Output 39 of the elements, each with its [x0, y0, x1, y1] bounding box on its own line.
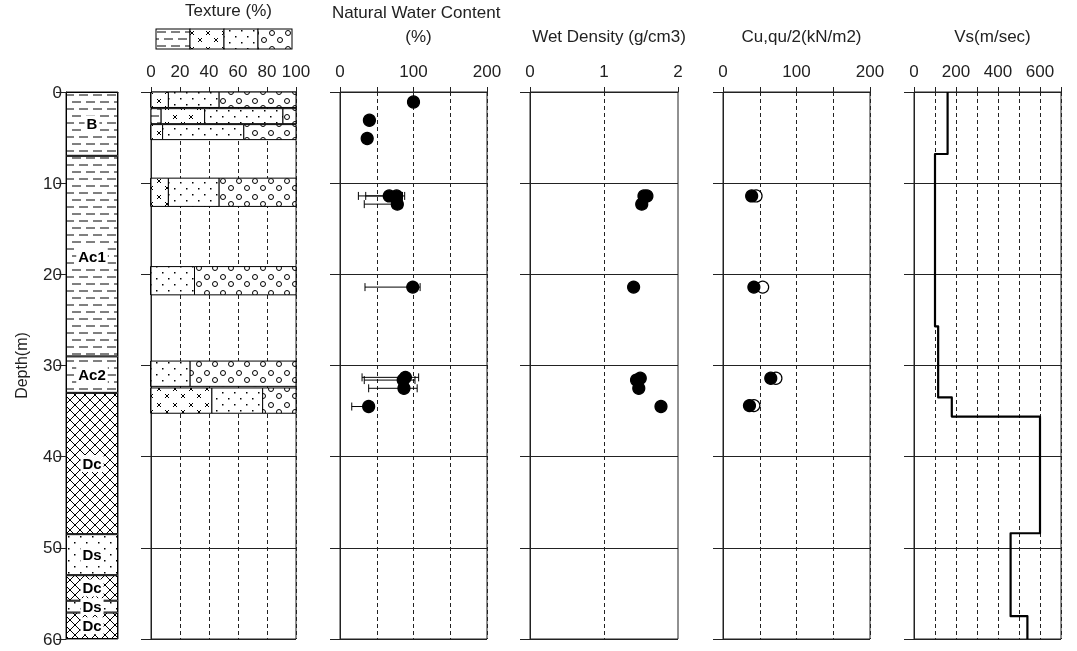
x-tick-label: 60: [228, 62, 248, 81]
series-label: Ds: [82, 598, 102, 616]
series-label: Ds: [82, 546, 102, 564]
x-tick-label: 400: [983, 62, 1013, 81]
x-tick-label: 200: [941, 62, 971, 81]
y-axis-title: Depth(m): [12, 332, 30, 399]
x-tick-label: 0: [335, 62, 345, 81]
series-label: Dc: [82, 579, 102, 597]
chart-title: Texture (%): [185, 0, 272, 20]
series-label: Dc: [82, 617, 102, 635]
y-tick-label: 10: [43, 173, 62, 193]
series-label: Dc: [82, 455, 102, 472]
x-tick-label: 100: [399, 62, 428, 81]
x-tick-label: 0: [525, 62, 535, 81]
chart-title: Wet Density (g/cm3): [532, 26, 686, 46]
series-label: B: [86, 115, 98, 133]
x-tick-label: 200: [855, 62, 885, 81]
y-tick-label: 50: [43, 538, 62, 558]
series-label: Ac2: [78, 366, 106, 384]
y-tick-label: 20: [43, 264, 62, 284]
y-tick-label: 30: [43, 356, 62, 375]
x-tick-label: 0: [718, 62, 728, 81]
x-tick-label: 2: [673, 62, 683, 81]
x-tick-label: 20: [170, 62, 190, 81]
x-tick-label: 1: [599, 62, 609, 81]
y-tick-label: 60: [43, 629, 62, 649]
chart-title: Cu,qu/2(kN/m2): [741, 26, 862, 46]
x-tick-label: 0: [146, 62, 156, 81]
x-tick-label: 40: [199, 62, 219, 81]
x-tick-label: 600: [1025, 62, 1055, 81]
x-tick-label: 80: [257, 62, 277, 81]
chart-title: Vs(m/sec): [954, 26, 1031, 46]
x-tick-label: 0: [909, 62, 919, 81]
chart-title: Natural Water Content (%): [331, 2, 506, 46]
x-tick-label: 100: [281, 62, 311, 81]
series-label: Ac1: [78, 247, 106, 265]
x-tick-label: 100: [782, 62, 811, 81]
x-tick-label: 200: [472, 62, 502, 81]
y-tick-label: 40: [43, 447, 62, 467]
